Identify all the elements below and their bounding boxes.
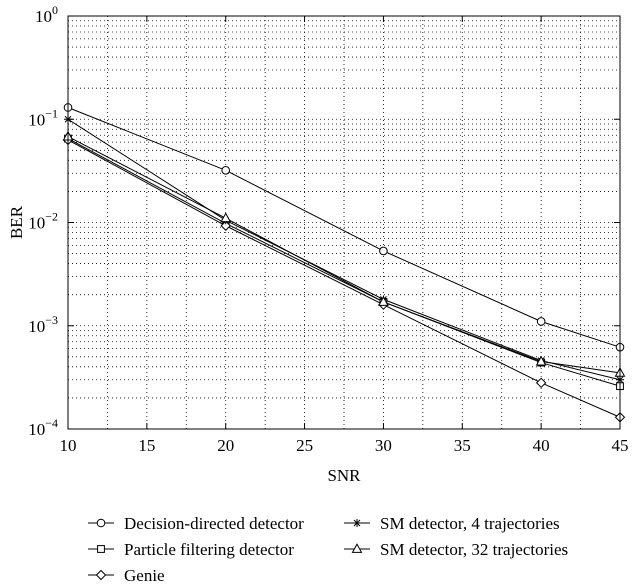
legend-marker bbox=[96, 518, 106, 528]
series-4-point bbox=[220, 212, 232, 223]
y-tick-label: 10−2 bbox=[28, 210, 58, 233]
series-0-point bbox=[221, 166, 231, 175]
series-4-point bbox=[378, 296, 389, 306]
series-markers bbox=[62, 103, 626, 423]
x-tick-label: 15 bbox=[138, 436, 155, 455]
legend: Decision-directed detector Particle filte… bbox=[88, 514, 568, 585]
x-tick-label: 10 bbox=[60, 436, 77, 455]
x-tick-label: 25 bbox=[296, 436, 313, 455]
legend-marker bbox=[353, 519, 361, 527]
y-tick-label: 10−3 bbox=[28, 313, 58, 336]
legend-item: Decision-directed detector bbox=[88, 514, 304, 533]
series-lines bbox=[67, 107, 621, 418]
x-tick-label: 20 bbox=[217, 436, 234, 455]
x-tick-label: 40 bbox=[533, 436, 550, 455]
grid-lines bbox=[68, 16, 620, 429]
legend-item: Genie bbox=[88, 566, 165, 585]
legend-marker bbox=[95, 569, 107, 581]
y-tick-label: 100 bbox=[35, 3, 58, 26]
y-tick-label: 10−1 bbox=[28, 106, 58, 129]
legend-item: Particle filtering detector bbox=[88, 540, 294, 559]
x-tick-label: 35 bbox=[454, 436, 471, 455]
y-tick-label: 10−4 bbox=[28, 416, 58, 439]
series-0-point bbox=[379, 246, 388, 256]
series-line-2 bbox=[67, 139, 621, 418]
y-axis-label: BER bbox=[7, 205, 26, 239]
legend-marker bbox=[351, 543, 363, 553]
series-2-point bbox=[535, 377, 547, 389]
legend-item: SM detector, 4 trajectories bbox=[344, 514, 560, 533]
legend-label: Genie bbox=[124, 566, 165, 585]
legend-label: SM detector, 4 trajectories bbox=[380, 514, 560, 533]
series-2-point bbox=[220, 220, 231, 231]
legend-label: Decision-directed detector bbox=[124, 514, 304, 533]
axis-ticks: 10 15 20 25 30 35 40 45 10−4 10−3 10−2 10−1 100 bbox=[28, 3, 628, 455]
series-4-point bbox=[535, 355, 547, 366]
legend-label: Particle filtering detector bbox=[124, 540, 294, 559]
legend-label: SM detector, 32 trajectories bbox=[380, 540, 568, 559]
x-tick-label: 45 bbox=[612, 436, 629, 455]
x-tick-label: 30 bbox=[375, 436, 392, 455]
x-axis-label: SNR bbox=[327, 466, 361, 485]
series-0-point bbox=[536, 317, 546, 326]
legend-marker bbox=[97, 545, 105, 553]
legend-item: SM detector, 32 trajectories bbox=[344, 540, 568, 559]
